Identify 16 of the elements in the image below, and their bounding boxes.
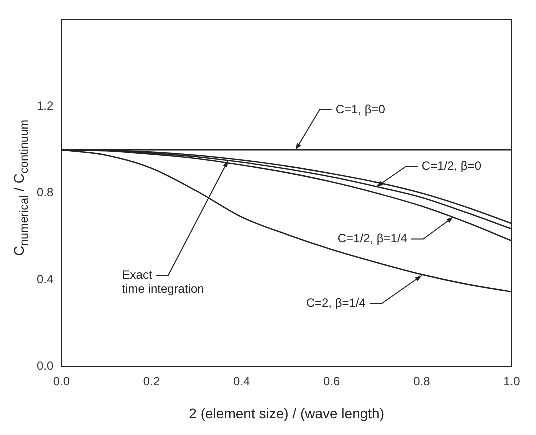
x-tick-label: 0.8 — [414, 374, 431, 388]
annotation: C=1, β=0 — [336, 102, 386, 116]
annotation: C=2, β=1/4 — [306, 296, 366, 310]
x-tick-label: 0.6 — [324, 374, 341, 388]
annotation: C=1/2, β=0 — [422, 159, 482, 174]
x-tick-label: 0.0 — [53, 374, 70, 388]
y-tick-label: 0.8 — [36, 186, 54, 200]
y-tick-label: 0.4 — [36, 272, 54, 286]
x-tick-label: 0.2 — [143, 374, 160, 388]
x-tick-label: 0.4 — [233, 374, 250, 388]
annotation: C=1/2, β=1/4 — [338, 232, 408, 246]
x-tick-label: 1.0 — [504, 374, 521, 388]
x-axis-title: 2 (element size) / (wave length) — [189, 405, 384, 422]
y-tick-label: 0.0 — [36, 359, 54, 374]
annotation: Exact time integration — [122, 268, 204, 296]
y-tick-label: 1.2 — [36, 99, 54, 114]
